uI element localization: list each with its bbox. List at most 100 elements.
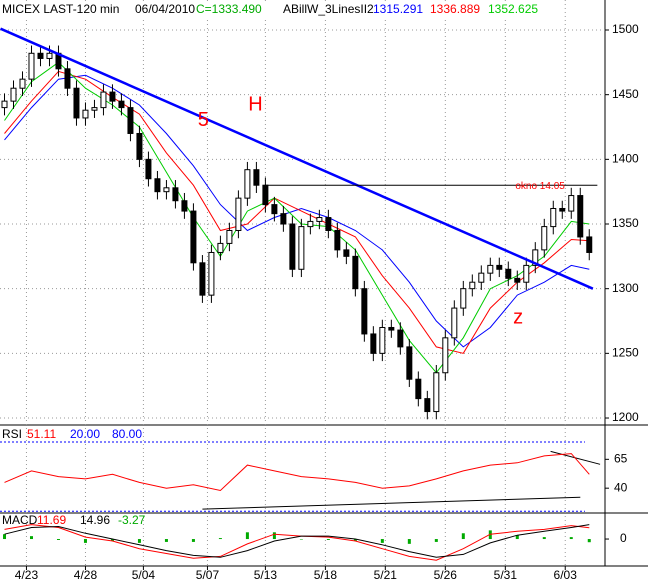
candle-body bbox=[442, 337, 449, 374]
candle-body bbox=[388, 326, 395, 331]
candle-body bbox=[199, 262, 206, 296]
candle-body bbox=[10, 87, 17, 102]
candle-body bbox=[577, 195, 584, 238]
candle-body bbox=[163, 187, 170, 193]
y-tick-label: 0 bbox=[620, 531, 627, 545]
histogram-bar bbox=[326, 539, 330, 540]
x-tick-label: 5/26 bbox=[434, 568, 458, 582]
legend-entry: 51.11 bbox=[27, 427, 56, 441]
candle-body bbox=[226, 229, 233, 244]
x-tick-label: 5/13 bbox=[254, 568, 278, 582]
candle-body bbox=[154, 178, 161, 193]
candle-body bbox=[262, 184, 269, 206]
candle-body bbox=[370, 333, 377, 354]
histogram-bar bbox=[569, 537, 573, 540]
x-tick-label: 4/28 bbox=[74, 568, 98, 582]
y-tick-label: 40 bbox=[614, 480, 628, 494]
candle-body bbox=[136, 132, 143, 160]
histogram-bar bbox=[29, 536, 33, 540]
candle-body bbox=[46, 52, 53, 59]
histogram-bar bbox=[137, 539, 141, 543]
histogram-bar bbox=[407, 539, 411, 544]
histogram-bar bbox=[191, 539, 195, 542]
candle-body bbox=[559, 207, 566, 212]
candle-body bbox=[244, 169, 251, 199]
level-label: okno 14.05 bbox=[515, 181, 565, 192]
annotation: 5 bbox=[198, 109, 209, 131]
histogram-bar bbox=[515, 535, 519, 540]
header-bg bbox=[0, 2, 560, 18]
y-tick-label: 1350 bbox=[612, 216, 639, 230]
candle-body bbox=[424, 398, 431, 413]
candle-body bbox=[271, 204, 278, 215]
x-tick-label: 4/23 bbox=[15, 568, 39, 582]
indicator-line bbox=[4, 453, 590, 492]
histogram-bar bbox=[272, 532, 276, 540]
candle-body bbox=[352, 255, 359, 290]
x-tick-label: 5/07 bbox=[196, 568, 220, 582]
histogram-bar bbox=[299, 539, 303, 540]
x-tick-label: 5/31 bbox=[494, 568, 518, 582]
candle-body bbox=[64, 68, 71, 89]
candle-body bbox=[1, 100, 8, 109]
y-tick-label: 1400 bbox=[612, 152, 639, 166]
histogram-bar bbox=[164, 539, 168, 542]
annotation: z bbox=[513, 307, 523, 329]
x-tick-label: 5/21 bbox=[374, 568, 398, 582]
candle-body bbox=[415, 378, 422, 400]
candle-body bbox=[379, 326, 386, 354]
candle-body bbox=[325, 217, 332, 231]
candle-body bbox=[361, 288, 368, 335]
candle-body bbox=[406, 346, 413, 380]
candle-body bbox=[280, 213, 287, 225]
histogram-bar bbox=[218, 538, 222, 540]
candle-body bbox=[343, 249, 350, 257]
candle-body bbox=[307, 220, 314, 228]
candle-body bbox=[496, 264, 503, 270]
trend-line bbox=[202, 496, 581, 510]
candle-body bbox=[397, 329, 404, 348]
candle-body bbox=[235, 197, 242, 231]
candle-body bbox=[118, 100, 125, 109]
candle-body bbox=[460, 288, 467, 309]
candle-body bbox=[289, 223, 296, 270]
candle-body bbox=[505, 268, 512, 279]
candle-body bbox=[586, 236, 593, 253]
rsi-title: RSI bbox=[2, 427, 22, 441]
annotation: H bbox=[248, 93, 262, 115]
candle-body bbox=[82, 109, 89, 119]
y-tick-label: 1500 bbox=[612, 22, 639, 36]
candle-body bbox=[208, 251, 215, 296]
candle-body bbox=[253, 169, 260, 186]
candle-body bbox=[451, 307, 458, 339]
candle-body bbox=[334, 229, 341, 251]
candle-body bbox=[127, 107, 134, 134]
indicator-name: ABillW_3LinesII2 bbox=[283, 2, 374, 16]
legend-entry: 1336.889 bbox=[430, 2, 480, 16]
y-tick-label: 1450 bbox=[612, 87, 639, 101]
ma-line bbox=[4, 74, 590, 348]
histogram-bar bbox=[56, 539, 60, 540]
candle-body bbox=[568, 195, 575, 212]
candle-body bbox=[73, 87, 80, 119]
candle-body bbox=[469, 281, 476, 290]
y-tick-label: 1300 bbox=[612, 281, 639, 295]
histogram-bar bbox=[353, 539, 357, 541]
legend-entry: 14.96 bbox=[80, 513, 110, 527]
histogram-bar bbox=[434, 539, 438, 542]
legend-entry: 1352.625 bbox=[488, 2, 538, 16]
candle-body bbox=[316, 217, 323, 222]
y-tick-label: 1250 bbox=[612, 346, 639, 360]
candle-body bbox=[523, 264, 530, 283]
x-tick-label: 5/04 bbox=[132, 568, 156, 582]
level-label: 80.00 bbox=[112, 427, 142, 441]
y-tick-label: 1200 bbox=[612, 410, 639, 424]
candle-body bbox=[190, 210, 197, 264]
legend-entry: 1315.291 bbox=[373, 2, 423, 16]
candle-body bbox=[217, 242, 224, 253]
candle-body bbox=[487, 264, 494, 274]
candle-body bbox=[433, 372, 440, 413]
